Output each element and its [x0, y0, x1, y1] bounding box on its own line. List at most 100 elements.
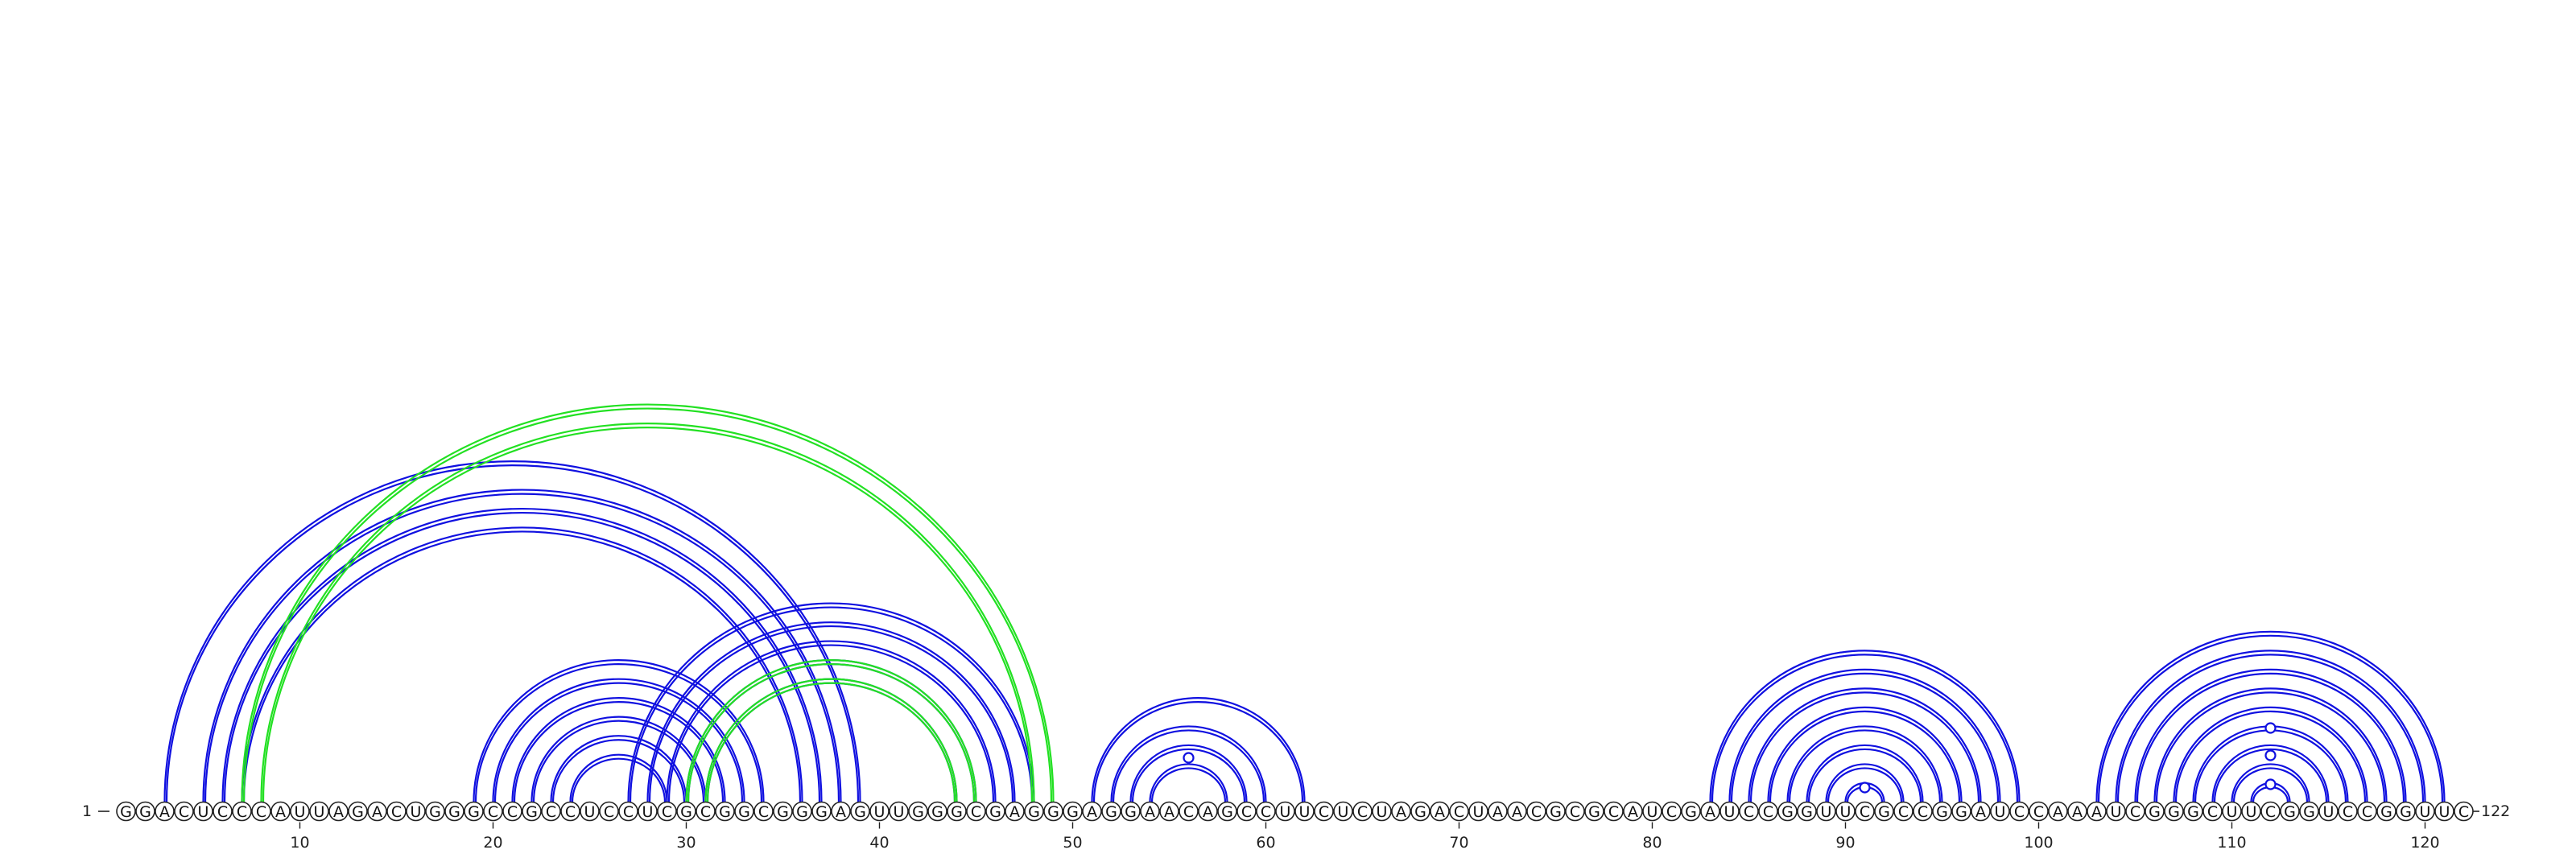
nucleotide: C: [2357, 801, 2377, 822]
base-pair-arc-stroke: [2155, 691, 2386, 802]
nucleotide-circle: [2145, 801, 2165, 822]
axis-tick: 50: [1063, 822, 1083, 852]
nucleotide-circle: [1391, 801, 1411, 822]
sequence-end-label: 122: [2481, 802, 2510, 820]
base-pair-arc-stroke: [474, 663, 763, 802]
nucleotide-letter: G: [448, 803, 460, 821]
base-pair-arc: [511, 697, 726, 802]
nucleotide-letter: G: [2284, 803, 2296, 821]
base-pair-arc-stroke: [493, 682, 744, 802]
nucleotide-letter: U: [1473, 803, 1484, 821]
base-pair-arc-stroke: [1150, 767, 1227, 802]
nucleotide-circle: [1797, 801, 1817, 822]
nucleotide-letter: C: [1319, 803, 1329, 821]
base-pair-arc-stroke: [1110, 725, 1267, 802]
nucleotide-letter: C: [1666, 803, 1677, 821]
nucleotide-circle: [638, 801, 658, 822]
base-pair-arc: [1110, 725, 1267, 802]
nucleotide: G: [850, 801, 870, 822]
nucleotide-circle: [1140, 801, 1160, 822]
nucleotide-letter: G: [2380, 803, 2392, 821]
base-pair-arc: [627, 602, 1035, 802]
nucleotide-circle: [560, 801, 580, 822]
nucleotide: U: [1333, 801, 1353, 822]
base-pair-arc-stroke: [667, 644, 995, 802]
base-pair-arc: [1825, 763, 1905, 802]
base-pair-arc: [492, 678, 745, 802]
nucleotide: C: [541, 801, 561, 822]
axis-tick: 100: [2024, 822, 2054, 852]
nucleotide: U: [1642, 801, 1662, 822]
nucleotide: U: [2222, 801, 2242, 822]
alt-pair-arc-stroke: [241, 403, 1055, 802]
base-pair-arc-stroke: [2153, 687, 2388, 802]
nucleotide-letter: C: [2343, 803, 2353, 821]
nucleotide-circle: [309, 801, 329, 822]
base-pair-arc-stroke: [1149, 763, 1228, 802]
nucleotide-letter: G: [468, 803, 480, 821]
nucleotide-circle: [444, 801, 464, 822]
nucleotide: U: [1816, 801, 1836, 822]
nucleotide-circle: [1024, 801, 1044, 822]
nucleotide-circle: [1913, 801, 1933, 822]
nucleotide: U: [2318, 801, 2339, 822]
nucleotide: G: [1024, 801, 1044, 822]
base-pair-arc-stroke: [204, 493, 840, 802]
nucleotide: G: [715, 801, 735, 822]
base-pair-arc-stroke: [627, 602, 1035, 802]
base-pair-arc-stroke: [163, 460, 861, 802]
nucleotide-circle: [483, 801, 503, 822]
nucleotide: C: [1449, 801, 1469, 822]
nucleotide-circle: [1043, 801, 1063, 822]
nucleotide: G: [522, 801, 542, 822]
nucleotide: C: [2125, 801, 2145, 822]
tick-label: 90: [1835, 834, 1855, 852]
base-pair-arc: [1091, 697, 1306, 802]
nucleotide: C: [696, 801, 716, 822]
nucleotide: U: [193, 801, 213, 822]
nucleotide: G: [464, 801, 484, 822]
nucleotide: A: [2087, 801, 2107, 822]
nucleotide-circle: [2434, 801, 2454, 822]
sequence-start-label: 1: [82, 802, 92, 820]
nucleotide-circle: [657, 801, 677, 822]
nucleotide: U: [2241, 801, 2261, 822]
nucleotide-circle: [676, 801, 696, 822]
nucleotide-circle: [541, 801, 561, 822]
base-pair-arc: [2173, 706, 2368, 802]
base-pair-arc-stroke: [511, 697, 726, 802]
nucleotide: A: [1140, 801, 1160, 822]
nucleotide: C: [618, 801, 638, 822]
nucleotide-circle: [2318, 801, 2339, 822]
nucleotide-circle: [1314, 801, 1334, 822]
base-pair-arc-stroke: [1728, 668, 2001, 802]
nucleotide: C: [1352, 801, 1373, 822]
nucleotide-circle: [2338, 801, 2358, 822]
nucleotide-circle: [1430, 801, 1450, 822]
nucleotide: U: [1835, 801, 1856, 822]
nucleotide-letter: U: [1840, 803, 1852, 821]
tick-label: 100: [2024, 834, 2053, 852]
base-pair-arc: [2095, 630, 2446, 802]
alt-pair-arc-stroke: [704, 678, 958, 802]
nucleotide-letter: A: [333, 803, 344, 821]
nucleotide-circle: [155, 801, 175, 822]
nucleotide-circle: [715, 801, 735, 822]
nucleotide-letter: U: [1724, 803, 1736, 821]
nucleotide-circle: [135, 801, 155, 822]
nucleotide-letter: C: [2014, 803, 2025, 821]
base-pair-arc: [2211, 744, 2330, 802]
nucleotide: U: [2415, 801, 2435, 822]
alt-pair-arc: [685, 659, 977, 802]
axis-tick: 90: [1835, 822, 1856, 852]
nucleotide-letter: A: [1009, 803, 1020, 821]
nucleotide-letter: C: [546, 803, 556, 821]
nucleotide: U: [1294, 801, 1315, 822]
nucleotide-circle: [2396, 801, 2416, 822]
base-pair-arc-stroke: [1748, 687, 1982, 802]
loop-marker: [1183, 752, 1195, 764]
nucleotide: C: [753, 801, 774, 822]
nucleotide-letter: G: [352, 803, 364, 821]
nucleotide-circle: [811, 801, 832, 822]
nucleotide: U: [638, 801, 658, 822]
